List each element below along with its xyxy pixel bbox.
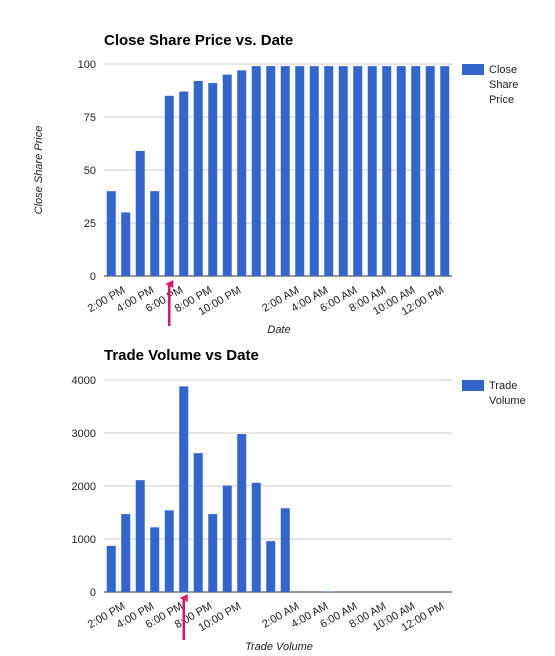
bar[interactable] — [193, 80, 203, 277]
legend-label: Share — [489, 79, 518, 91]
bar[interactable] — [121, 514, 131, 592]
bar[interactable] — [382, 66, 392, 277]
bar[interactable] — [237, 70, 247, 276]
bar[interactable] — [179, 386, 189, 592]
bar[interactable] — [396, 66, 406, 277]
bar[interactable] — [295, 66, 305, 277]
legend-swatch — [462, 64, 484, 75]
bar[interactable] — [266, 66, 276, 277]
x-axis-title: Trade Volume — [245, 641, 313, 653]
chart-title: Close Share Price vs. Date — [104, 32, 293, 49]
y-tick-label: 3000 — [72, 428, 96, 440]
bar[interactable] — [106, 545, 116, 592]
bar[interactable] — [164, 95, 174, 276]
bar[interactable] — [222, 485, 232, 592]
x-axis-title: Date — [267, 324, 290, 336]
y-tick-label: 100 — [78, 59, 96, 71]
bar[interactable] — [150, 191, 160, 276]
y-tick-label: 1000 — [72, 534, 96, 546]
bar[interactable] — [338, 66, 348, 277]
chart-2: Trade Volume vs Date010002000300040002:0… — [72, 347, 526, 653]
y-tick-label: 0 — [90, 587, 96, 599]
bar[interactable] — [309, 66, 319, 277]
y-tick-label: 2000 — [72, 481, 96, 493]
bar[interactable] — [411, 66, 421, 277]
bar[interactable] — [251, 482, 261, 592]
legend-label: Trade — [489, 380, 517, 392]
y-tick-label: 4000 — [72, 375, 96, 387]
chart-1: Close Share Price vs. Date02550751002:00… — [33, 32, 518, 336]
legend-label: Price — [489, 94, 514, 106]
legend-swatch — [462, 380, 484, 391]
bar[interactable] — [222, 74, 232, 276]
bar[interactable] — [353, 66, 363, 277]
bar[interactable] — [121, 212, 131, 276]
bar[interactable] — [367, 66, 377, 277]
bar[interactable] — [440, 66, 450, 277]
bar[interactable] — [193, 453, 203, 592]
bar[interactable] — [106, 191, 116, 276]
bar[interactable] — [237, 434, 247, 592]
bar[interactable] — [208, 83, 218, 276]
y-tick-label: 0 — [90, 271, 96, 283]
legend-label: Close — [489, 64, 517, 76]
bar[interactable] — [280, 66, 290, 277]
y-tick-label: 25 — [84, 218, 96, 230]
bar[interactable] — [208, 514, 218, 592]
bar[interactable] — [425, 66, 435, 277]
bar[interactable] — [135, 150, 145, 276]
bar[interactable] — [179, 91, 189, 276]
bar[interactable] — [324, 66, 334, 277]
bar[interactable] — [150, 527, 160, 592]
chart-title: Trade Volume vs Date — [104, 347, 259, 364]
bar[interactable] — [135, 480, 145, 592]
bar[interactable] — [280, 508, 290, 592]
legend-label: Volume — [489, 395, 526, 407]
y-tick-label: 75 — [84, 112, 96, 124]
bar[interactable] — [324, 591, 334, 592]
bar[interactable] — [266, 541, 276, 592]
y-tick-label: 50 — [84, 165, 96, 177]
y-axis-title: Close Share Price — [33, 126, 45, 215]
bar[interactable] — [164, 510, 174, 592]
bar[interactable] — [251, 66, 261, 277]
